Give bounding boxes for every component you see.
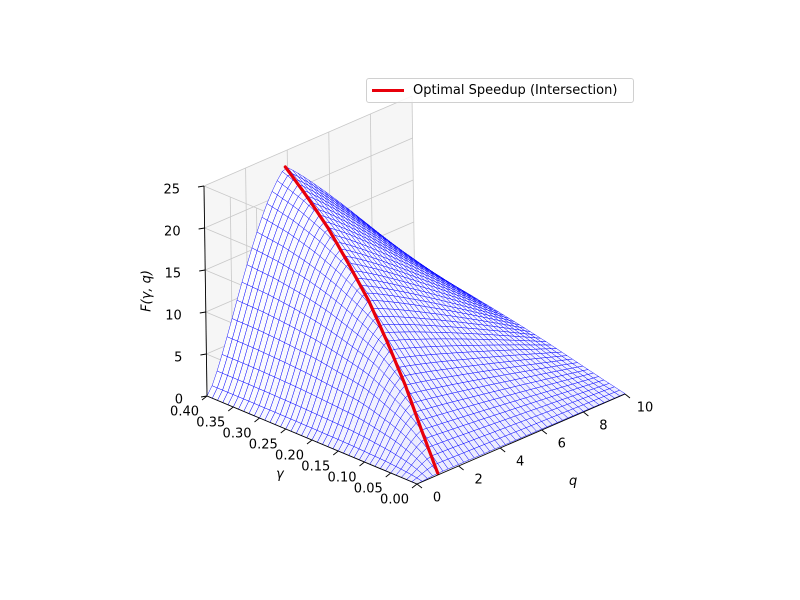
legend-label: Optimal Speedup (Intersection) — [413, 83, 618, 98]
z-axis-label: F(γ, q) — [140, 270, 155, 312]
q-tick-label: 2 — [474, 473, 482, 488]
gamma-tick-label: 0.10 — [328, 471, 357, 486]
z-tick-label: 20 — [164, 225, 181, 240]
q-tick-label: 0 — [433, 491, 441, 506]
q-tick-label: 4 — [516, 455, 524, 470]
q-tick-label: 8 — [599, 419, 607, 434]
q-tick-label: 10 — [637, 401, 654, 416]
q-axis-line — [416, 393, 626, 485]
gamma-tick — [332, 450, 339, 456]
q-tick — [583, 411, 589, 417]
gamma-tick — [280, 428, 287, 434]
q-tick-label: 6 — [558, 437, 566, 452]
gamma-tick-label: 0.00 — [380, 493, 409, 508]
q-tick — [416, 483, 423, 489]
gamma-tick — [227, 406, 234, 412]
q-tick — [624, 393, 631, 399]
gamma-tick-label: 0.30 — [223, 427, 252, 442]
gamma-tick — [306, 439, 313, 445]
legend-swatch — [372, 89, 404, 92]
gamma-tick-label: 0.15 — [301, 460, 330, 475]
z-tick — [198, 227, 205, 230]
gamma-tick — [385, 472, 392, 478]
x-axis-label: q — [569, 474, 577, 489]
gamma-tick — [411, 483, 418, 489]
z-tick-label: 5 — [174, 351, 182, 366]
z-tick-label: 15 — [165, 267, 182, 282]
curve-point — [305, 195, 308, 197]
gamma-tick-label: 0.40 — [170, 405, 199, 420]
curve-point — [420, 429, 423, 431]
z-tick-label: 10 — [165, 309, 182, 324]
gamma-tick-label: 0.35 — [196, 416, 225, 431]
curve-point — [327, 227, 329, 229]
curve-point — [436, 472, 439, 475]
gamma-tick-label: 0.20 — [275, 449, 304, 464]
z-tick — [200, 353, 207, 356]
q-tick — [541, 429, 548, 435]
gamma-tick-label: 0.25 — [249, 438, 278, 453]
curve-point — [404, 384, 407, 387]
z-tick — [200, 395, 208, 398]
curve-point — [347, 262, 350, 265]
z-tick — [199, 311, 206, 314]
optimal-curve-layer — [283, 165, 440, 475]
gamma-tick — [359, 461, 365, 467]
y-axis-label: γ — [276, 467, 285, 482]
tick-labels: 02468100.000.050.100.150.200.250.300.350… — [163, 183, 653, 508]
q-tick — [458, 465, 464, 471]
grid-z-back — [203, 95, 413, 187]
surface-mesh — [206, 167, 626, 485]
z-tick — [197, 185, 205, 188]
curve-point — [367, 299, 370, 302]
axis-lines — [197, 185, 631, 489]
z-tick-label: 25 — [163, 183, 180, 198]
gamma-tick — [254, 417, 260, 423]
legend: Optimal Speedup (Intersection) — [366, 78, 634, 103]
gamma-tick — [201, 395, 208, 401]
q-tick — [499, 447, 506, 453]
z-axis-line — [203, 185, 208, 397]
curve-point — [386, 340, 388, 343]
z-tick — [199, 269, 206, 272]
z-tick-label: 0 — [175, 393, 183, 408]
curve-point — [284, 166, 287, 168]
gamma-tick-label: 0.05 — [354, 482, 383, 497]
